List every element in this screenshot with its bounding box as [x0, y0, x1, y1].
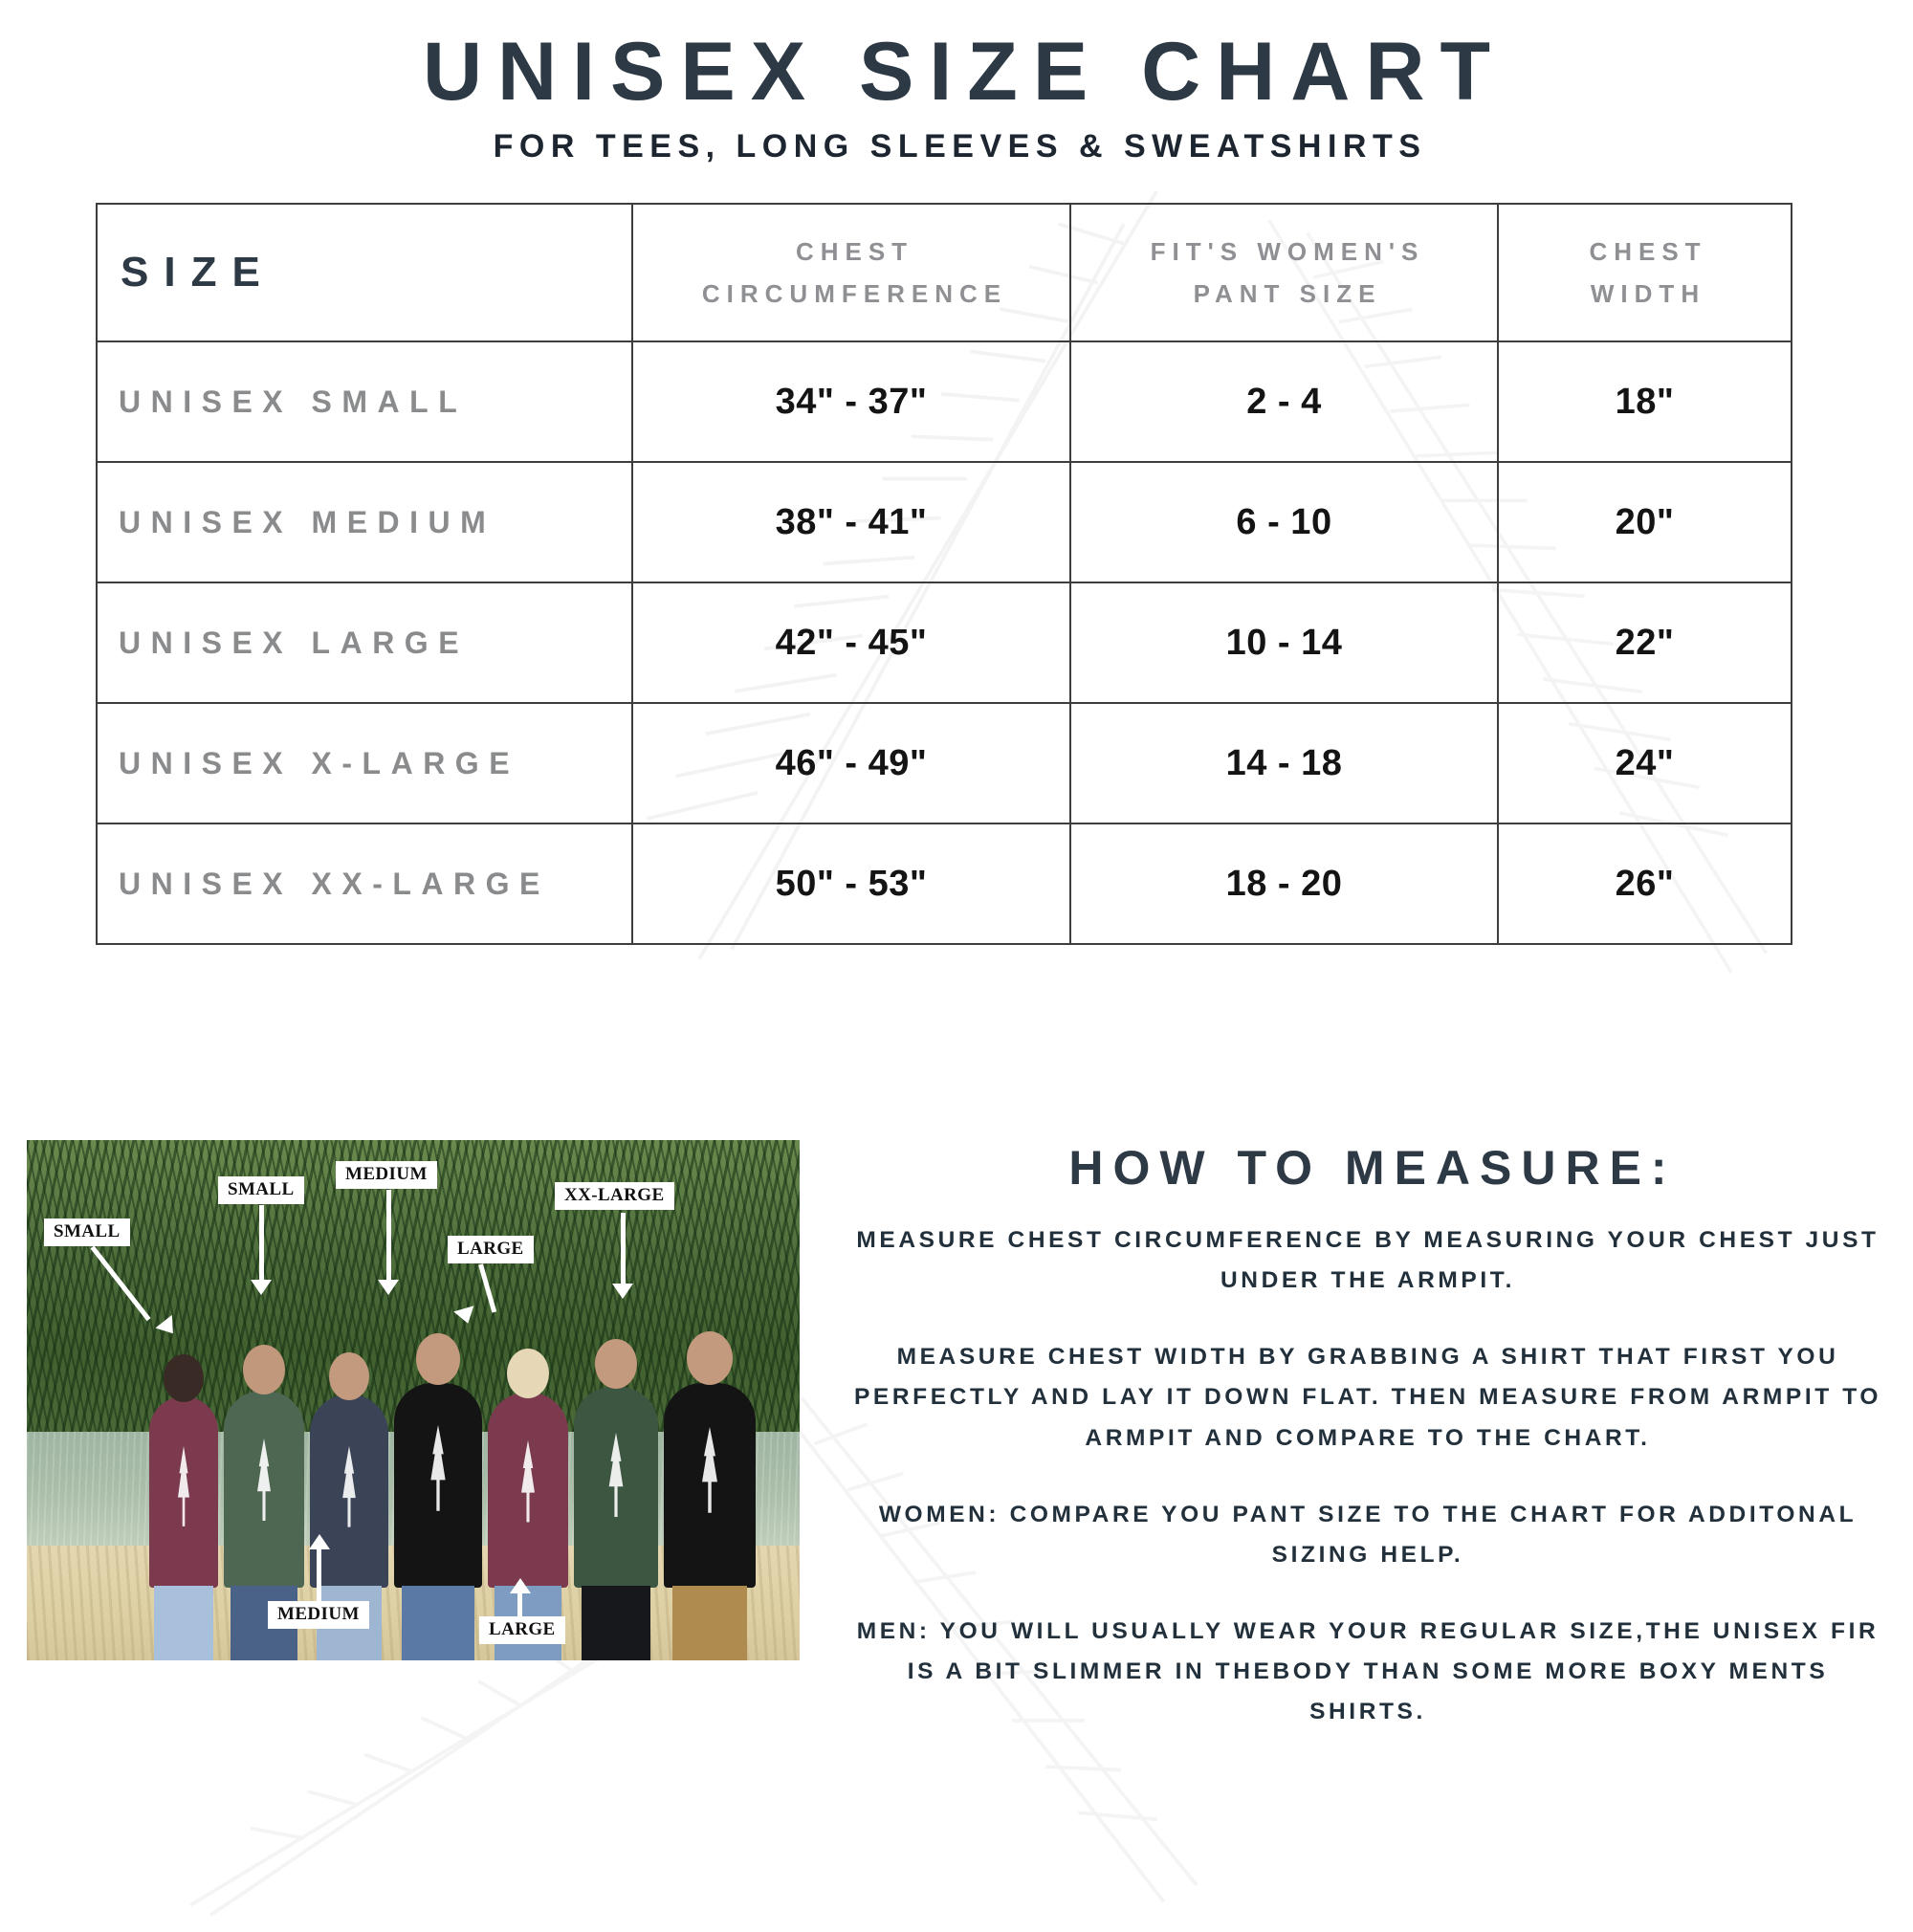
table-header: SIZE CHEST CIRCUMFERENCE FIT'S WOMEN'S P…: [96, 203, 1792, 342]
table-row: UNISEX X-LARGE 46" - 49" 14 - 18 24": [96, 702, 1792, 824]
how-to-measure-title: HOW TO MEASURE:: [1068, 1141, 1677, 1195]
head: [164, 1353, 204, 1402]
page-subtitle: FOR TEES, LONG SLEEVES & SWEATSHIRTS: [493, 128, 1427, 165]
callout-medium-bottom: MEDIUM: [268, 1601, 369, 1629]
callout-arrow-line: [317, 1549, 321, 1605]
person-1: [149, 1353, 218, 1660]
callout-arrow-head: [510, 1578, 531, 1593]
callout-arrow-head: [612, 1284, 633, 1299]
column-header-chest-circumference: CHEST CIRCUMFERENCE: [631, 203, 1071, 342]
tree-logo: [521, 1439, 535, 1523]
cell-pant-size: 2 - 4: [1069, 340, 1499, 463]
callout-arrow-head: [251, 1280, 272, 1295]
column-header-chest-width-line1: CHEST: [1589, 236, 1707, 266]
how-to-measure-paragraph-3: WOMEN: COMPARE YOU PANT SIZE TO THE CHAR…: [878, 1501, 1858, 1568]
cell-chest-circumference: 38" - 41": [631, 461, 1071, 583]
person-2: [224, 1344, 304, 1660]
head: [416, 1332, 460, 1385]
table-row: UNISEX XX-LARGE 50" - 53" 18 - 20 26": [96, 823, 1792, 945]
table-row: UNISEX SMALL 34" - 37" 2 - 4 18": [96, 340, 1792, 463]
person-3: [310, 1351, 388, 1660]
callout-arrow-head: [378, 1280, 399, 1295]
tree-logo: [608, 1432, 624, 1518]
tree-logo: [430, 1424, 446, 1511]
legs: [672, 1585, 747, 1660]
table-header-row: SIZE CHEST CIRCUMFERENCE FIT'S WOMEN'S P…: [96, 203, 1792, 342]
cell-size: UNISEX XX-LARGE: [96, 823, 633, 945]
lower-section: SMALL SMALL MEDIUM LARGE XX-LARGE MEDIUM…: [0, 1129, 1913, 1741]
cell-size: UNISEX X-LARGE: [96, 702, 633, 824]
cell-chest-width: 26": [1497, 823, 1792, 945]
how-to-measure-paragraph-4: MEN: YOU WILL USUALLY WEAR YOUR REGULAR …: [856, 1617, 1880, 1725]
head: [687, 1330, 733, 1385]
tree-logo: [702, 1426, 717, 1513]
callout-arrow-head: [309, 1534, 330, 1549]
tree-logo: [342, 1445, 356, 1527]
head: [329, 1351, 369, 1400]
column-header-pant-size-line2: PANT SIZE: [1193, 279, 1382, 308]
legs: [154, 1585, 213, 1660]
cell-size: UNISEX SMALL: [96, 340, 633, 463]
column-header-pant-size-line1: FIT'S WOMEN'S: [1150, 236, 1425, 266]
how-to-measure-section: HOW TO MEASURE: MEASURE CHEST CIRCUMFERE…: [842, 1129, 1894, 1732]
callout-small: SMALL: [218, 1176, 304, 1204]
legs: [582, 1585, 650, 1660]
callout-arrow-line: [621, 1213, 626, 1285]
callout-large: LARGE: [448, 1236, 534, 1263]
cell-pant-size: 14 - 18: [1069, 702, 1499, 824]
how-to-measure-paragraph-2: MEASURE CHEST WIDTH BY GRABBING A SHIRT …: [853, 1344, 1881, 1451]
page-header: UNISEX SIZE CHART FOR TEES, LONG SLEEVES…: [0, 29, 1913, 165]
column-header-chest-circumference-line2: CIRCUMFERENCE: [701, 279, 1008, 308]
column-header-pant-size: FIT'S WOMEN'S PANT SIZE: [1069, 203, 1499, 342]
size-chart-table-container: SIZE CHEST CIRCUMFERENCE FIT'S WOMEN'S P…: [96, 203, 1792, 945]
head: [595, 1338, 637, 1389]
table-row: UNISEX LARGE 42" - 45" 10 - 14 22": [96, 582, 1792, 704]
callout-arrow-line: [259, 1205, 264, 1282]
legs: [402, 1585, 474, 1660]
person-5: [488, 1348, 568, 1660]
table-body: UNISEX SMALL 34" - 37" 2 - 4 18" UNISEX …: [96, 340, 1792, 945]
tree-logo: [257, 1438, 271, 1522]
cell-pant-size: 18 - 20: [1069, 823, 1499, 945]
cell-size: UNISEX MEDIUM: [96, 461, 633, 583]
cell-chest-circumference: 34" - 37": [631, 340, 1071, 463]
how-to-measure-paragraph-1: MEASURE CHEST CIRCUMFERENCE BY MEASURING…: [856, 1227, 1880, 1294]
head: [243, 1344, 285, 1394]
column-header-chest-circumference-line1: CHEST: [795, 236, 914, 266]
callout-small-left: SMALL: [44, 1218, 130, 1246]
tree-logo: [178, 1445, 189, 1526]
column-header-size: SIZE: [96, 203, 633, 342]
size-chart-table: SIZE CHEST CIRCUMFERENCE FIT'S WOMEN'S P…: [96, 203, 1792, 945]
page-title: UNISEX SIZE CHART: [422, 26, 1506, 118]
cell-chest-width: 24": [1497, 702, 1792, 824]
person-7: [664, 1330, 756, 1660]
cell-chest-width: 18": [1497, 340, 1792, 463]
group-photo: SMALL SMALL MEDIUM LARGE XX-LARGE MEDIUM…: [27, 1140, 800, 1660]
head: [507, 1348, 549, 1398]
column-header-chest-width-line2: WIDTH: [1590, 279, 1706, 308]
person-4: [394, 1332, 482, 1660]
cell-pant-size: 10 - 14: [1069, 582, 1499, 704]
cell-pant-size: 6 - 10: [1069, 461, 1499, 583]
cell-chest-circumference: 42" - 45": [631, 582, 1071, 704]
cell-chest-width: 20": [1497, 461, 1792, 583]
callout-medium: MEDIUM: [336, 1161, 437, 1189]
callout-xx-large: XX-LARGE: [555, 1182, 674, 1210]
person-6: [574, 1338, 658, 1660]
cell-chest-circumference: 50" - 53": [631, 823, 1071, 945]
cell-chest-circumference: 46" - 49": [631, 702, 1071, 824]
callout-large-bottom: LARGE: [479, 1616, 565, 1644]
cell-chest-width: 22": [1497, 582, 1792, 704]
column-header-chest-width: CHEST WIDTH: [1497, 203, 1792, 342]
callout-arrow-line: [386, 1190, 391, 1282]
table-row: UNISEX MEDIUM 38" - 41" 6 - 10 20": [96, 461, 1792, 583]
cell-size: UNISEX LARGE: [96, 582, 633, 704]
